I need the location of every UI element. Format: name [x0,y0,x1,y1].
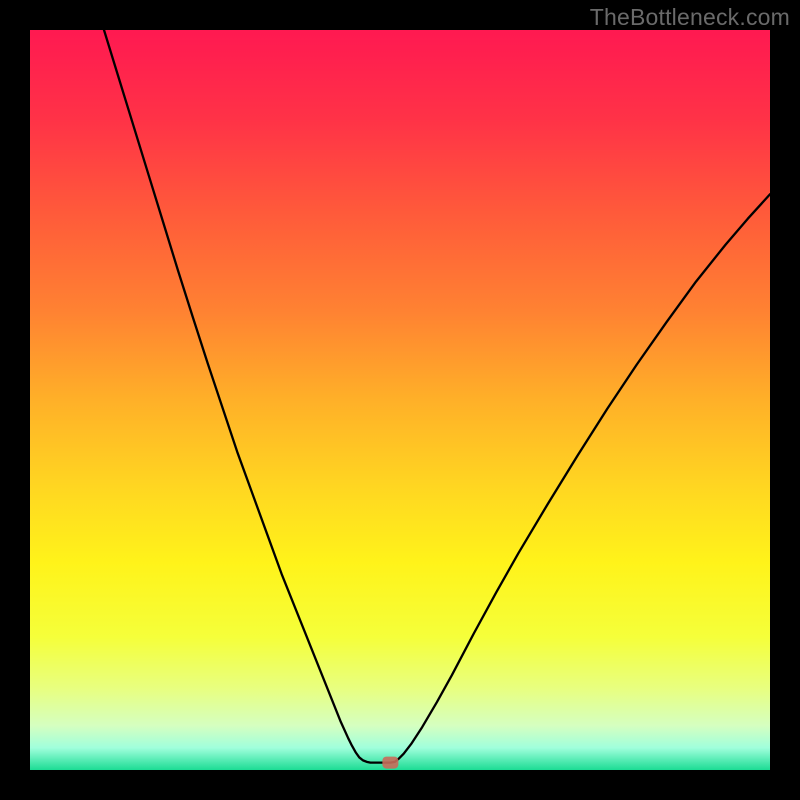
chart-plot-background [30,30,770,770]
chart-container: TheBottleneck.com [0,0,800,800]
watermark-text: TheBottleneck.com [590,4,790,31]
optimum-marker [382,757,398,769]
bottleneck-chart [0,0,800,800]
